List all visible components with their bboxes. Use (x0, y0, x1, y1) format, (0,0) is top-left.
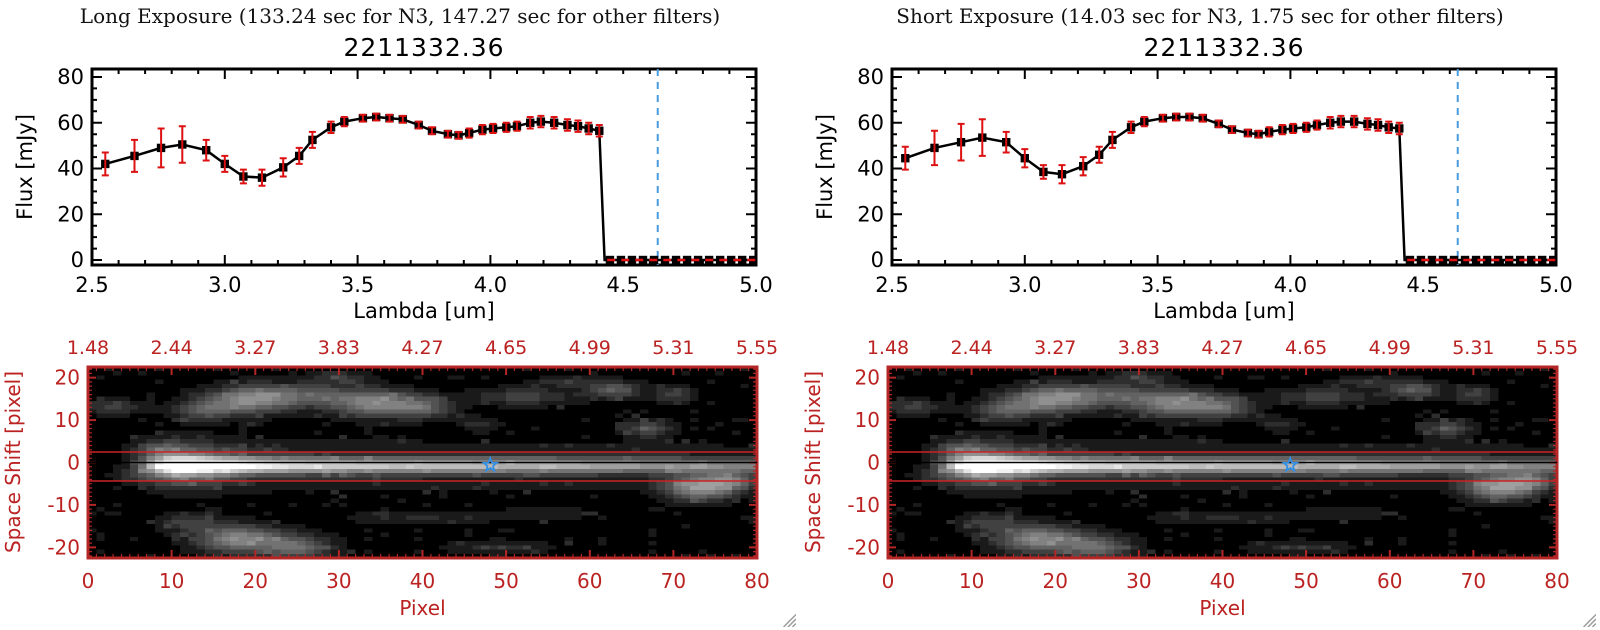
panel-long-exposure: Long Exposure (133.24 sec for N3, 147.27… (0, 4, 800, 630)
svg-text:3.5: 3.5 (1141, 273, 1174, 297)
svg-text:50: 50 (493, 569, 518, 593)
spectral-image[interactable] (888, 367, 1557, 558)
svg-text:50: 50 (1293, 569, 1318, 593)
svg-text:1.48: 1.48 (67, 337, 109, 359)
svg-text:1.48: 1.48 (867, 337, 909, 359)
svg-text:-10: -10 (847, 493, 880, 517)
svg-text:2.44: 2.44 (950, 337, 992, 359)
svg-text:40: 40 (1210, 569, 1235, 593)
svg-text:4.99: 4.99 (1369, 337, 1411, 359)
resize-grip-icon[interactable] (1580, 611, 1596, 627)
spectrum-plot: 2.5 3.0 3.5 4.0 4.5 5.0 0 20 40 60 80 Lambda [um] Fl… (813, 65, 1573, 323)
svg-text:20: 20 (243, 569, 268, 593)
panel-title: Short Exposure (14.03 sec for N3, 1.75 s… (896, 4, 1504, 28)
svg-text:5.0: 5.0 (1539, 273, 1572, 297)
svg-text:40: 40 (857, 157, 884, 181)
svg-text:40: 40 (410, 569, 435, 593)
svg-text:70: 70 (1461, 569, 1486, 593)
svg-text:3.0: 3.0 (1008, 273, 1041, 297)
svg-text:30: 30 (1126, 569, 1151, 593)
svg-text:10: 10 (855, 408, 880, 432)
svg-text:3.83: 3.83 (1118, 337, 1160, 359)
svg-text:20: 20 (1043, 569, 1068, 593)
svg-text:4.65: 4.65 (1285, 337, 1327, 359)
svg-text:Flux [mJy]: Flux [mJy] (813, 114, 837, 220)
svg-text:3.27: 3.27 (234, 337, 276, 359)
svg-text:Lambda [um]: Lambda [um] (1153, 299, 1294, 323)
svg-text:2.5: 2.5 (875, 273, 908, 297)
resize-grip-icon[interactable] (780, 611, 796, 627)
spectral-image[interactable] (88, 367, 757, 558)
svg-text:Lambda [um]: Lambda [um] (353, 299, 494, 323)
svg-text:Pixel: Pixel (1199, 596, 1245, 620)
svg-text:0: 0 (867, 451, 880, 475)
spectral-image-plot: 1.48 2.44 3.27 3.83 4.27 4.65 4.99 5.31 5.55 0 10 2… (0, 330, 800, 630)
svg-text:0: 0 (871, 248, 884, 272)
svg-text:4.5: 4.5 (606, 273, 639, 297)
svg-text:4.5: 4.5 (1406, 273, 1439, 297)
svg-text:4.27: 4.27 (401, 337, 443, 359)
svg-text:80: 80 (57, 65, 84, 89)
svg-text:60: 60 (577, 569, 602, 593)
svg-text:30: 30 (326, 569, 351, 593)
svg-text:4.27: 4.27 (1201, 337, 1243, 359)
svg-text:2.5: 2.5 (75, 273, 108, 297)
svg-text:0: 0 (882, 569, 895, 593)
svg-text:2.44: 2.44 (150, 337, 192, 359)
svg-text:5.31: 5.31 (652, 337, 694, 359)
svg-text:Space Shift [pixel]: Space Shift [pixel] (801, 371, 825, 553)
svg-text:0: 0 (71, 248, 84, 272)
svg-text:3.5: 3.5 (341, 273, 374, 297)
svg-text:10: 10 (55, 408, 80, 432)
svg-text:3.0: 3.0 (208, 273, 241, 297)
svg-text:0: 0 (67, 451, 80, 475)
object-id: 2211332.36 (1143, 33, 1305, 62)
svg-text:70: 70 (661, 569, 686, 593)
svg-text:10: 10 (959, 569, 984, 593)
svg-text:Flux [mJy]: Flux [mJy] (13, 114, 37, 220)
svg-text:3.83: 3.83 (318, 337, 360, 359)
svg-text:40: 40 (57, 157, 84, 181)
panel-title: Long Exposure (133.24 sec for N3, 147.27… (79, 4, 721, 28)
svg-text:20: 20 (855, 366, 880, 390)
svg-text:5.55: 5.55 (736, 337, 778, 359)
svg-text:80: 80 (744, 569, 769, 593)
svg-text:-10: -10 (47, 493, 80, 517)
svg-text:80: 80 (857, 65, 884, 89)
svg-text:5.55: 5.55 (1536, 337, 1578, 359)
svg-text:4.65: 4.65 (485, 337, 527, 359)
svg-text:20: 20 (857, 202, 884, 226)
svg-text:60: 60 (57, 111, 84, 135)
svg-text:5.0: 5.0 (739, 273, 772, 297)
svg-text:60: 60 (1377, 569, 1402, 593)
object-id: 2211332.36 (343, 33, 505, 62)
svg-text:80: 80 (1544, 569, 1569, 593)
svg-text:4.0: 4.0 (1274, 273, 1307, 297)
svg-text:5.31: 5.31 (1452, 337, 1494, 359)
svg-text:Pixel: Pixel (399, 596, 445, 620)
svg-text:4.99: 4.99 (569, 337, 611, 359)
spectral-image-plot: 1.48 2.44 3.27 3.83 4.27 4.65 4.99 5.31 5.55 0 10 2… (800, 330, 1600, 630)
svg-text:60: 60 (857, 111, 884, 135)
svg-text:-20: -20 (47, 535, 80, 559)
svg-text:0: 0 (82, 569, 95, 593)
svg-text:10: 10 (159, 569, 184, 593)
svg-text:3.27: 3.27 (1034, 337, 1076, 359)
spectrum-plot: 2.5 3.0 3.5 4.0 4.5 5.0 0 20 40 60 80 Lambda [um] Fl… (13, 65, 773, 323)
svg-text:-20: -20 (847, 535, 880, 559)
svg-text:4.0: 4.0 (474, 273, 507, 297)
svg-text:20: 20 (55, 366, 80, 390)
svg-text:Space Shift [pixel]: Space Shift [pixel] (1, 371, 25, 553)
svg-text:20: 20 (57, 202, 84, 226)
panel-short-exposure: Short Exposure (14.03 sec for N3, 1.75 s… (800, 0, 1600, 630)
